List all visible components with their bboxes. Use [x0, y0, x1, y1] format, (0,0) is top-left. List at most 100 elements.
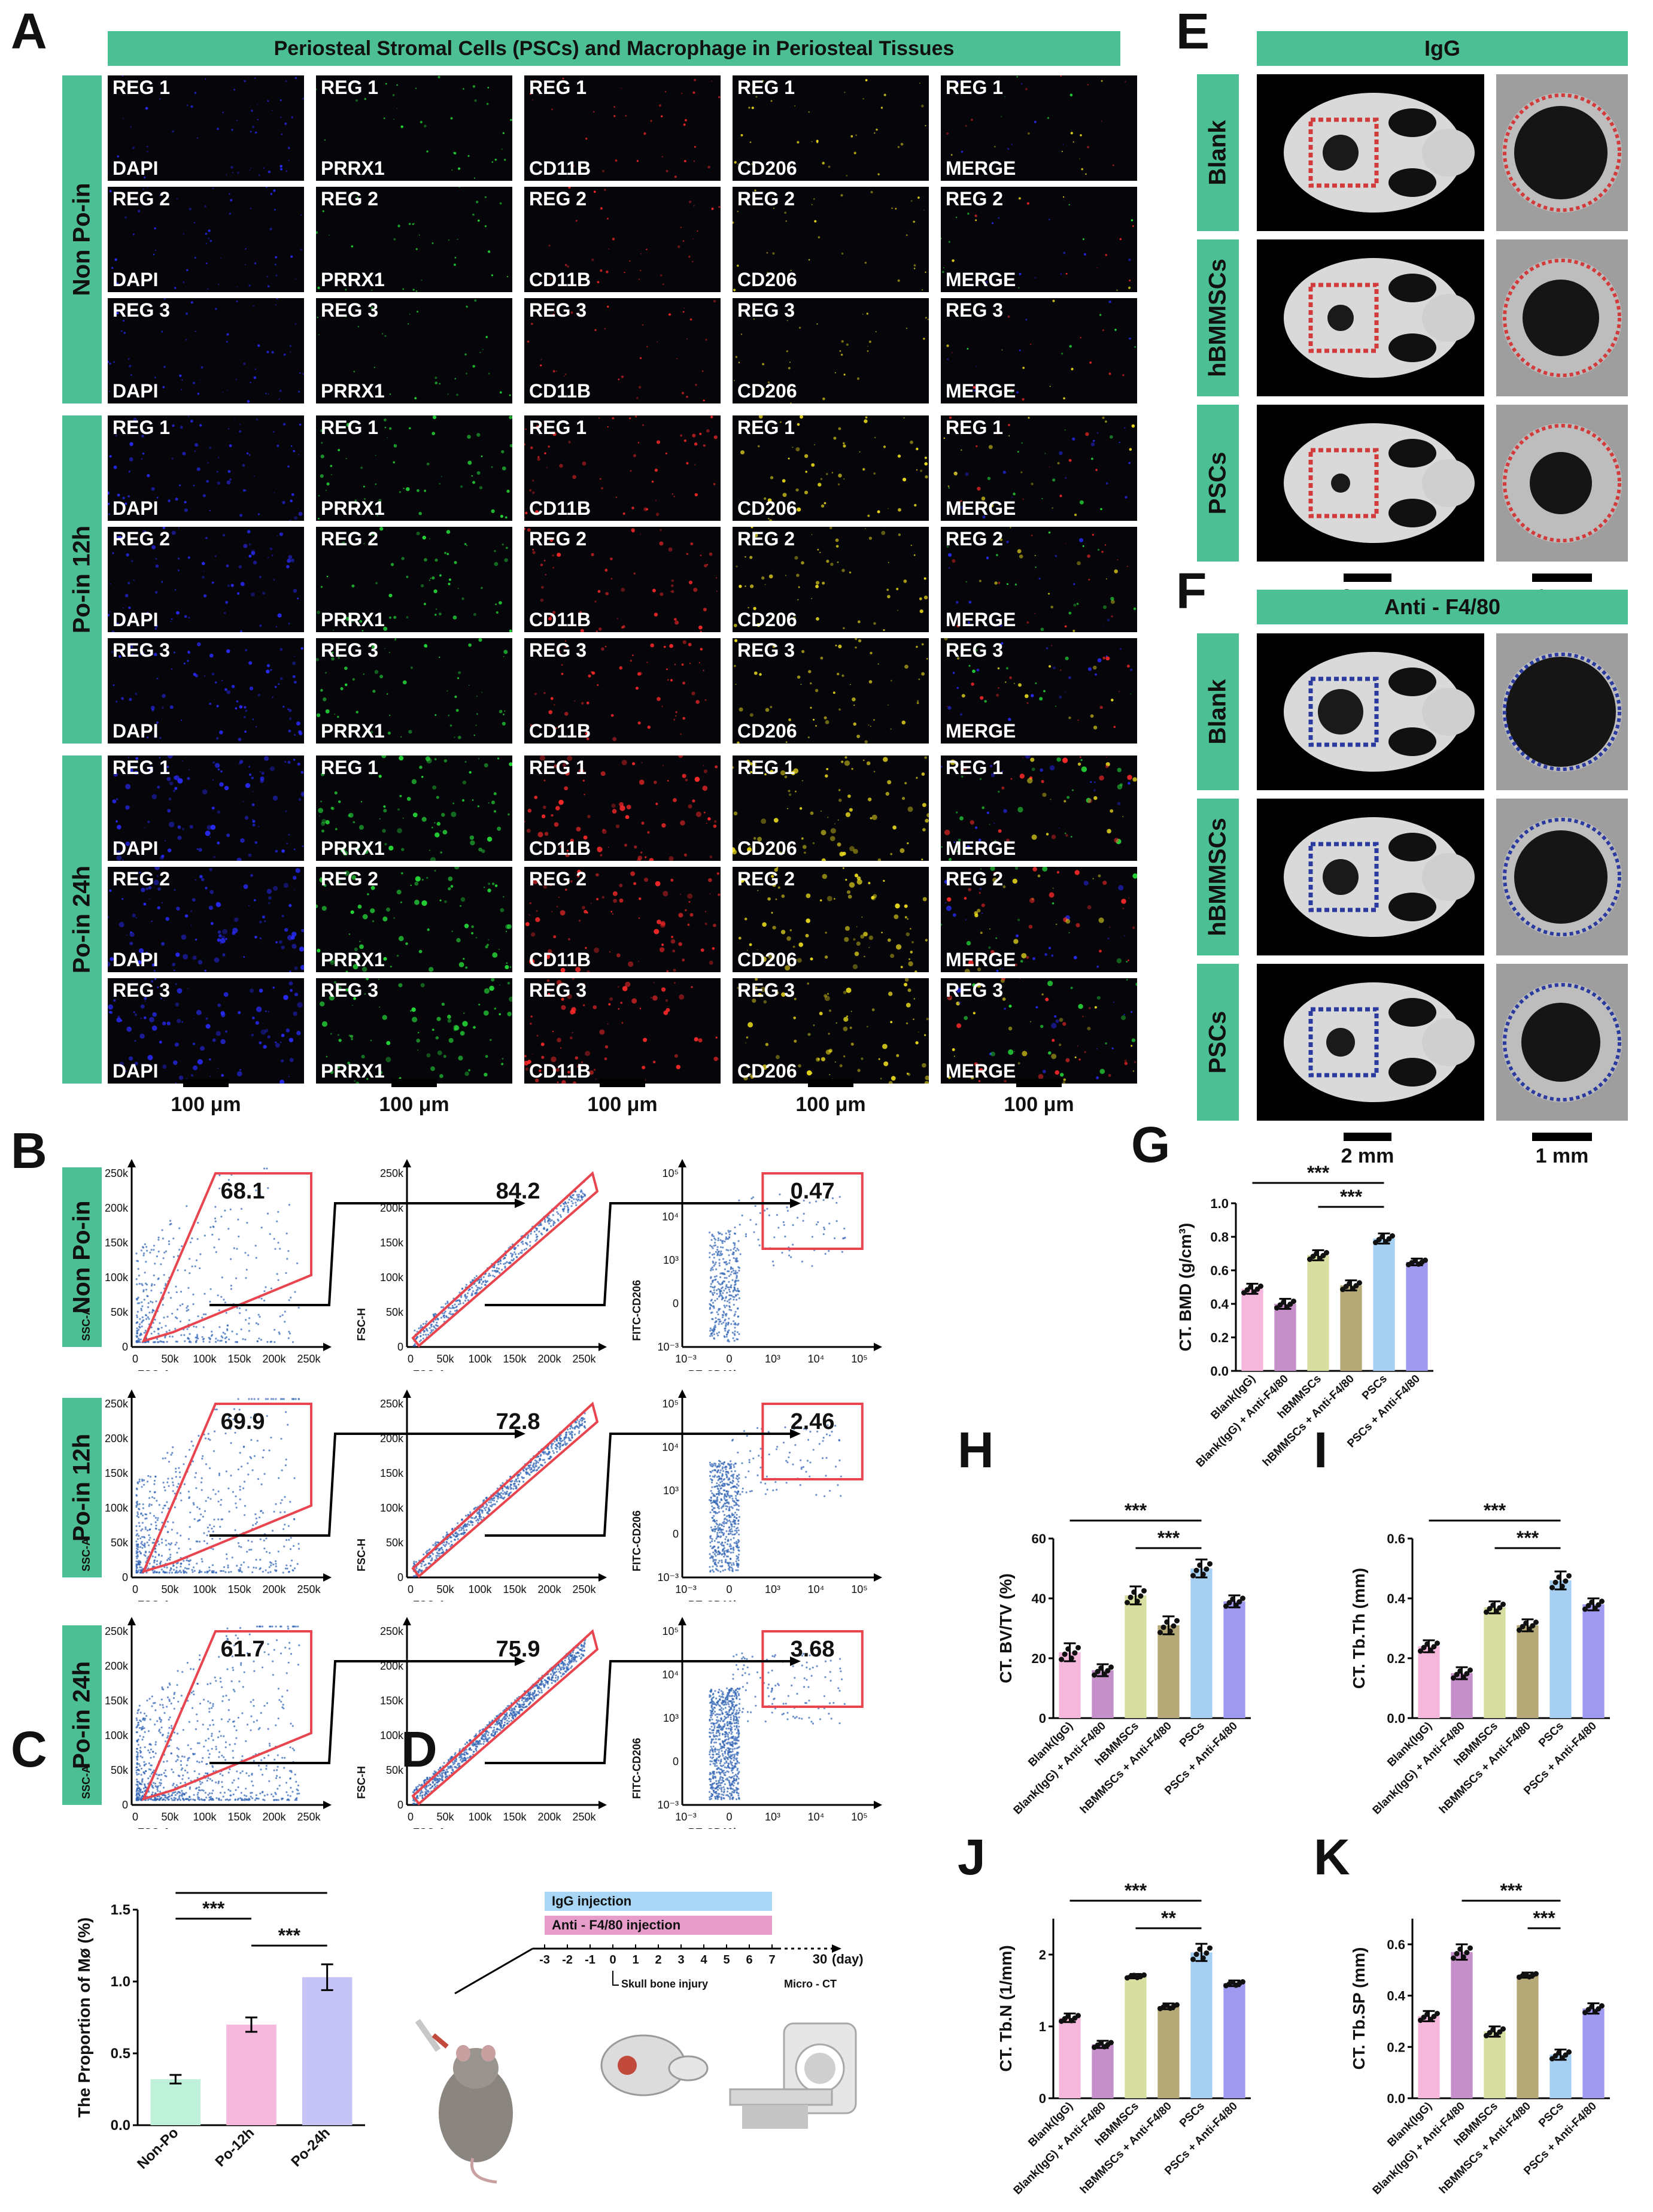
connector-line: [485, 1202, 790, 1306]
signal-dot: [786, 320, 788, 321]
signal-dot: [1019, 773, 1025, 779]
signal-dot: [372, 645, 376, 650]
event-dot: [725, 1277, 728, 1279]
signal-dot: [1003, 809, 1007, 813]
event-dot: [722, 1292, 724, 1294]
signal-dot: [142, 530, 147, 534]
event-dot: [271, 1530, 274, 1532]
event-dot: [229, 1208, 232, 1210]
signal-dot: [129, 1056, 133, 1061]
event-dot: [552, 1214, 554, 1216]
signal-dot: [890, 1021, 893, 1024]
signal-dot: [625, 115, 627, 117]
event-dot: [567, 1211, 569, 1213]
region-label: REG 2: [946, 188, 1004, 210]
signal-dot: [253, 305, 254, 307]
event-dot: [223, 1566, 226, 1568]
signal-dot: [353, 997, 357, 1000]
signal-dot: [688, 642, 692, 647]
signal-dot: [640, 533, 642, 535]
signal-dot: [531, 423, 533, 424]
signal-dot: [173, 790, 175, 792]
event-dot: [733, 1242, 735, 1244]
event-dot: [192, 1571, 194, 1573]
event-dot: [773, 1264, 775, 1267]
signal-dot: [567, 755, 573, 761]
channel-label: DAPI: [113, 609, 159, 630]
signal-dot: [788, 457, 790, 460]
signal-dot: [1083, 881, 1089, 886]
signal-dot: [783, 852, 785, 854]
signal-dot: [381, 755, 387, 758]
signal-dot: [378, 775, 382, 778]
signal-dot: [669, 313, 671, 316]
micrograph-tile: REG 1 MERGE: [941, 415, 1137, 521]
event-dot: [196, 1506, 199, 1509]
event-dot: [144, 1330, 147, 1332]
signal-dot: [188, 415, 190, 417]
signal-dot: [254, 262, 257, 265]
signal-dot: [957, 80, 959, 83]
region-label: REG 3: [737, 299, 795, 321]
signal-dot: [837, 819, 839, 821]
signal-dot: [1062, 1022, 1066, 1026]
event-dot: [564, 1201, 566, 1203]
signal-dot: [316, 658, 319, 662]
signal-dot: [532, 548, 534, 551]
signal-dot: [853, 722, 856, 726]
signal-dot: [1020, 83, 1023, 85]
signal-dot: [112, 799, 117, 803]
event-dot: [136, 1557, 138, 1559]
event-dot: [276, 1220, 278, 1222]
signal-dot: [707, 817, 711, 821]
signal-dot: [159, 757, 161, 758]
signal-dot: [546, 467, 548, 469]
signal-dot: [739, 707, 743, 712]
event-dot: [578, 1195, 580, 1198]
signal-dot: [733, 289, 736, 292]
event-dot: [187, 1309, 190, 1311]
signal-dot: [990, 950, 995, 954]
signal-dot: [390, 563, 394, 566]
signal-dot: [632, 654, 634, 656]
signal-dot: [572, 475, 576, 480]
signal-dot: [609, 997, 613, 1001]
signal-dot: [660, 592, 664, 596]
signal-dot: [760, 987, 766, 993]
signal-dot: [421, 879, 424, 881]
signal-dot: [502, 721, 506, 726]
signal-dot: [807, 1033, 811, 1036]
signal-dot: [1022, 398, 1025, 401]
event-dot: [288, 1332, 291, 1335]
signal-dot: [243, 362, 246, 365]
signal-dot: [330, 960, 333, 963]
region-label: REG 2: [113, 528, 171, 550]
signal-dot: [126, 934, 128, 936]
event-dot: [138, 1522, 140, 1524]
event-dot: [169, 1558, 171, 1561]
micrograph-tile: REG 1 DAPI: [108, 415, 304, 521]
event-dot: [728, 1231, 730, 1233]
event-dot: [135, 1506, 138, 1508]
signal-dot: [624, 272, 625, 274]
signal-dot: [113, 999, 116, 1002]
signal-dot: [487, 836, 493, 842]
signal-dot: [530, 446, 533, 450]
signal-dot: [682, 240, 685, 242]
signal-dot: [1099, 775, 1104, 781]
signal-dot: [226, 174, 227, 176]
signal-dot: [325, 672, 327, 674]
signal-dot: [596, 898, 599, 900]
event-dot: [251, 1540, 253, 1543]
event-dot: [459, 1300, 461, 1303]
event-dot: [442, 1306, 445, 1309]
event-dot: [259, 1558, 262, 1561]
signal-dot: [252, 126, 254, 128]
signal-dot: [181, 1021, 183, 1023]
signal-dot: [597, 590, 601, 593]
signal-dot: [967, 845, 970, 848]
event-dot: [510, 1252, 512, 1255]
signal-dot: [964, 1016, 968, 1020]
event-dot: [254, 1413, 256, 1416]
event-dot: [745, 1235, 748, 1237]
